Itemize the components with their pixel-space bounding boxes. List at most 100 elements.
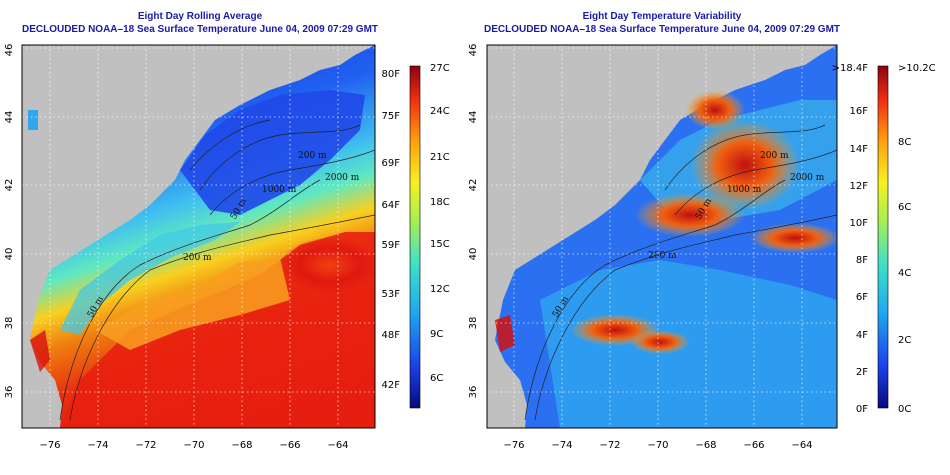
right-hot-shelf-break: [635, 193, 745, 237]
colorbar-f-label: 48F: [382, 330, 401, 341]
lon-tick: −72: [135, 440, 156, 451]
colorbar-f-label: 14F: [850, 144, 869, 155]
colorbar-c-label: 18C: [430, 197, 450, 208]
right-hot-coastal: [630, 330, 690, 354]
left-colorbar-f-labels: 80F 75F 69F 64F 59F 53F 48F 42F: [382, 69, 401, 391]
colorbar-f-label: 16F: [850, 106, 869, 117]
lon-tick: −76: [39, 440, 60, 451]
lat-tick: 44: [4, 111, 15, 124]
contour-label: 200 m: [298, 151, 327, 161]
right-lon-axis: −76 −74 −72 −70 −68 −66 −64: [503, 440, 812, 451]
left-title-line1: Eight Day Rolling Average: [137, 11, 263, 22]
left-map: 200 m 1000 m 2000 m 50 m 200 m 50 m: [22, 45, 375, 428]
colorbar-c-label: 8C: [898, 137, 911, 148]
colorbar-f-label: 8F: [856, 255, 868, 266]
lon-tick: −64: [327, 440, 348, 451]
left-contours: [59, 119, 375, 421]
right-coastal-red: [495, 315, 515, 352]
colorbar-c-label: 27C: [430, 63, 450, 74]
left-shelf-water: [60, 222, 240, 335]
colorbar-f-label: 0F: [856, 404, 868, 415]
lon-tick: −74: [87, 440, 108, 451]
lat-tick: 42: [4, 179, 15, 192]
colorbar-f-label: >18.4F: [832, 63, 869, 74]
right-lat-axis: 36 38 40 42 44 46: [468, 44, 479, 399]
right-map-frame: [486, 44, 838, 429]
left-colorbar-c-labels: 27C 24C 21C 18C 15C 12C 9C 6C: [430, 63, 450, 384]
right-title: Eight Day Temperature Variability DECLOU…: [462, 10, 862, 36]
colorbar-c-label: 2C: [898, 335, 911, 346]
left-lat-axis: 36 38 40 42 44 46: [4, 44, 15, 399]
lon-tick: −64: [791, 440, 812, 451]
colorbar-f-label: 6F: [856, 292, 868, 303]
colorbar-c-label: 15C: [430, 239, 450, 250]
colorbar-f-label: 80F: [382, 69, 401, 80]
colorbar-c-label: 9C: [430, 329, 443, 340]
lat-tick: 42: [468, 179, 479, 192]
contour-label: 2000 m: [325, 173, 360, 183]
contour-label: 2000 m: [790, 173, 825, 183]
lat-tick: 38: [4, 317, 15, 330]
left-map-frame: [21, 44, 376, 429]
left-gulf-maine: [180, 90, 365, 215]
colorbar-f-label: 2F: [856, 367, 868, 378]
right-colorbar-gradient: [877, 65, 889, 409]
colorbar-c-label: 4C: [898, 268, 911, 279]
lon-tick: −72: [599, 440, 620, 451]
left-title: Eight Day Rolling Average DECLOUDED NOAA…: [0, 10, 400, 36]
lat-tick: 40: [468, 248, 479, 261]
left-warm-eddy: [280, 237, 375, 293]
right-hot-ne: [685, 90, 745, 130]
right-graticule: [487, 45, 837, 428]
right-map: 200 m 1000 m 2000 m 50 m 200 m 50 m: [487, 45, 837, 428]
colorbar-f-label: 53F: [382, 289, 401, 300]
left-lon-axis: −76 −74 −72 −70 −68 −66 −64: [39, 440, 348, 451]
lat-tick: 40: [4, 248, 15, 261]
lat-tick: 38: [468, 317, 479, 330]
lat-tick: 44: [468, 111, 479, 124]
left-orange-band: [95, 258, 290, 350]
right-colorbar: >18.4F 16F 14F 12F 10F 8F 6F 4F 2F 0F >1…: [832, 63, 936, 415]
contour-label: 1000 m: [262, 185, 297, 195]
colorbar-c-label: 6C: [898, 202, 911, 213]
right-colorbar-f-labels: >18.4F 16F 14F 12F 10F 8F 6F 4F 2F 0F: [832, 63, 869, 415]
right-contours: [524, 124, 837, 421]
left-coastal-red: [30, 330, 50, 372]
lat-tick: 46: [4, 44, 15, 57]
left-colorbar: 80F 75F 69F 64F 59F 53F 48F 42F 27C 24C …: [382, 63, 450, 409]
lon-tick: −66: [279, 440, 300, 451]
left-colorbar-gradient: [409, 65, 421, 409]
lon-tick: −76: [503, 440, 524, 451]
contour-label: 1000 m: [727, 185, 762, 195]
colorbar-f-label: 69F: [382, 158, 401, 169]
right-title-line2: DECLOUDED NOAA–18 Sea Surface Temperatur…: [483, 24, 841, 35]
left-graticule: [22, 45, 375, 428]
lon-tick: −68: [231, 440, 252, 451]
lon-tick: −66: [743, 440, 764, 451]
left-speckle: [28, 110, 38, 130]
lon-tick: −70: [647, 440, 668, 451]
right-title-line1: Eight Day Temperature Variability: [582, 11, 742, 22]
colorbar-f-label: 4F: [856, 330, 868, 341]
left-title-line2: DECLOUDED NOAA–18 Sea Surface Temperatur…: [21, 24, 379, 35]
colorbar-f-label: 12F: [850, 181, 869, 192]
right-colorbar-c-labels: >10.2C 8C 6C 4C 2C 0C: [898, 63, 936, 415]
contour-label: 200 m: [760, 151, 789, 161]
colorbar-f-label: 64F: [382, 200, 401, 211]
colorbar-c-label: 6C: [430, 373, 443, 384]
colorbar-c-label: 21C: [430, 152, 450, 163]
lat-tick: 36: [468, 386, 479, 399]
contour-label: 200 m: [648, 251, 677, 261]
colorbar-f-label: 75F: [382, 111, 401, 122]
colorbar-c-label: 0C: [898, 404, 911, 415]
lat-tick: 36: [4, 386, 15, 399]
colorbar-f-label: 59F: [382, 240, 401, 251]
colorbar-c-label: 12C: [430, 284, 450, 295]
lon-tick: −74: [551, 440, 572, 451]
lat-tick: 46: [468, 44, 479, 57]
contour-label: 200 m: [183, 253, 212, 263]
lon-tick: −70: [183, 440, 204, 451]
colorbar-f-label: 42F: [382, 380, 401, 391]
colorbar-c-label: >10.2C: [898, 63, 936, 74]
